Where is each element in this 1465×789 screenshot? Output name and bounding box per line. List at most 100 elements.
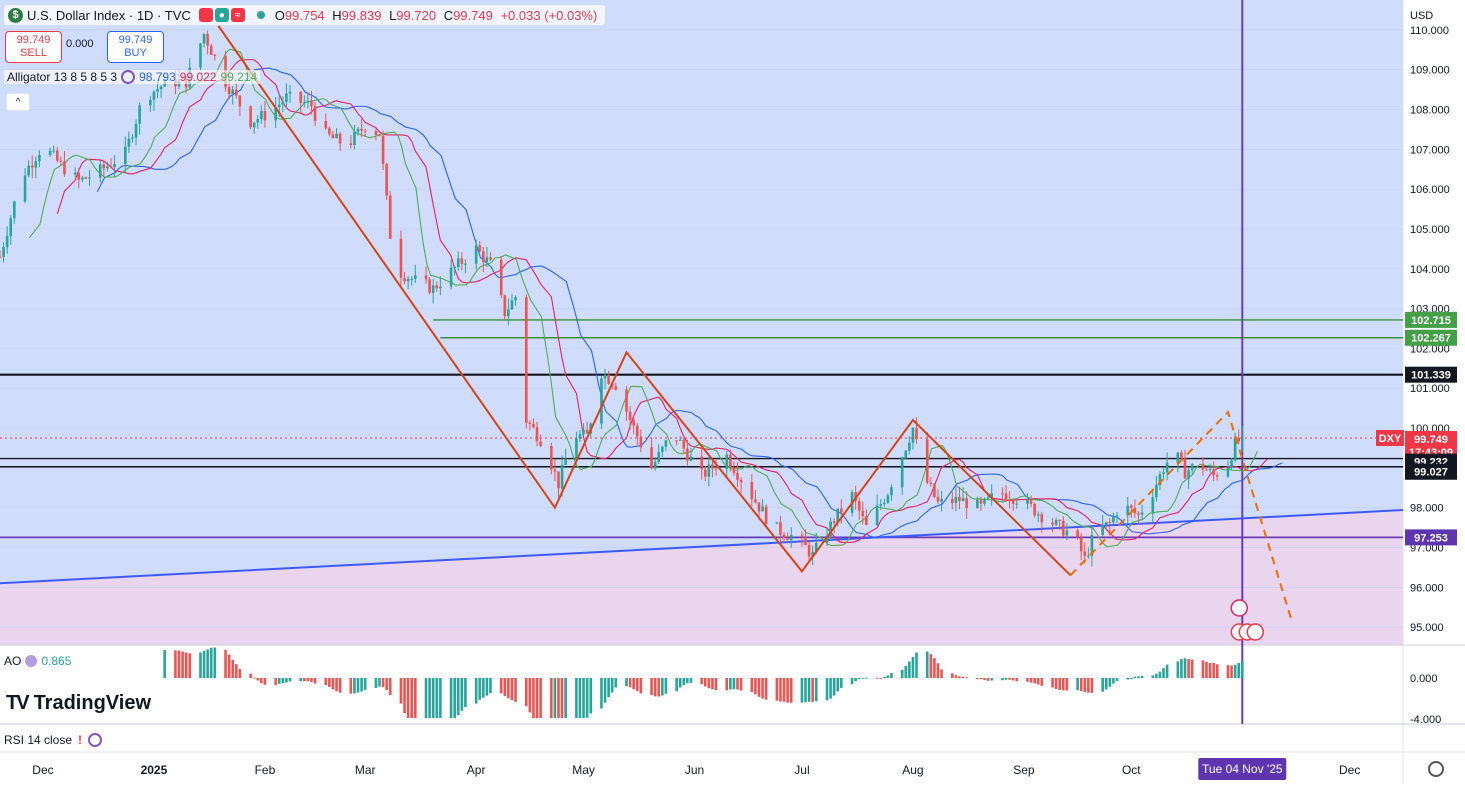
candle-body	[986, 497, 990, 499]
collapse-legend-button[interactable]: ^	[6, 93, 30, 111]
ao-histogram-bar	[936, 663, 940, 678]
candle-body	[281, 101, 285, 105]
ao-histogram-bar	[514, 678, 517, 702]
ao-histogram-bar	[252, 677, 256, 679]
indicator-settings-icon[interactable]	[121, 70, 136, 84]
candle-body	[840, 508, 843, 513]
ao-histogram-bar	[632, 678, 635, 690]
candle-body	[109, 166, 113, 168]
ao-histogram-bar	[908, 661, 911, 678]
ao-histogram-bar	[1155, 673, 1158, 678]
alert-icon[interactable]: !	[78, 733, 83, 747]
rsi-legend[interactable]: RSI 14 close !	[4, 733, 103, 747]
candle-body	[639, 436, 643, 448]
buy-button[interactable]: 99.749 BUY	[107, 31, 164, 63]
ao-histogram-bar	[288, 678, 292, 682]
ao-histogram-bar	[757, 678, 761, 697]
ao-histogram-bar	[1130, 678, 1133, 679]
ao-histogram-bar	[285, 678, 288, 683]
ao-histogram-bar	[331, 678, 335, 690]
candle-body	[1112, 515, 1115, 523]
eye-icon[interactable]: ●	[214, 8, 229, 22]
alligator-legend[interactable]: Alligator 13 8 5 8 5 3 98.793 99.022 99.…	[4, 70, 261, 84]
ao-legend[interactable]: AO 0.865	[4, 654, 71, 668]
price-axis-label-text: 102.715	[1411, 315, 1451, 327]
candle-body	[861, 510, 865, 517]
ao-histogram-bar	[578, 678, 582, 718]
candle-body	[413, 275, 417, 279]
ao-histogram-bar	[1108, 678, 1112, 687]
candle-body	[489, 257, 492, 260]
y-tick-label: 108.000	[1410, 104, 1450, 116]
candle-body	[1108, 522, 1112, 524]
ao-histogram-bar	[1004, 678, 1008, 680]
rsi-settings-icon[interactable]	[88, 733, 103, 747]
ao-histogram-bar	[1015, 678, 1019, 682]
tradingview-logo[interactable]: TV TradingView	[6, 692, 151, 715]
compare-icon[interactable]: ≈	[230, 8, 245, 22]
ao-histogram-bar	[1215, 664, 1219, 678]
symbol-legend[interactable]: $ U.S. Dollar Index · 1D · TVC ● ≈ O99.7…	[4, 5, 606, 25]
buy-price: 99.749	[118, 34, 153, 46]
candle-body	[263, 110, 267, 121]
candle-body	[335, 133, 338, 139]
ao-histogram-bar	[657, 678, 661, 697]
candle-body	[249, 106, 252, 128]
ao-histogram-bar	[754, 678, 757, 695]
ao-histogram-bar	[650, 678, 653, 696]
ao-histogram-bar	[575, 678, 578, 718]
candle-body	[789, 535, 793, 541]
ao-histogram-bar	[882, 676, 886, 678]
candle-body	[234, 89, 238, 96]
ao-histogram-bar	[1233, 664, 1237, 678]
ao-histogram-bar	[678, 678, 682, 688]
candle-body	[575, 438, 578, 459]
candle-body	[285, 93, 288, 102]
alligator-jaw-value: 98.793	[139, 70, 176, 84]
flag-icon[interactable]	[198, 8, 213, 22]
candle-body	[199, 43, 202, 68]
chart-settings-icon[interactable]	[1428, 761, 1444, 777]
x-tick-label: Aug	[902, 763, 923, 777]
currency-selector[interactable]: USD	[1406, 6, 1462, 26]
ao-histogram-bar	[328, 678, 331, 687]
candle-body	[399, 238, 403, 278]
candle-body	[958, 496, 961, 502]
candle-body	[911, 427, 915, 443]
sell-button[interactable]: 99.749 SELL	[5, 31, 62, 63]
candle-body	[582, 429, 585, 435]
candle-body	[1201, 464, 1205, 470]
ao-histogram-bar	[1104, 678, 1108, 690]
candle-body	[882, 502, 886, 505]
legend-tools[interactable]: ● ≈	[198, 8, 245, 22]
candle-body	[650, 447, 653, 469]
candle-body	[388, 195, 392, 239]
ao-settings-icon[interactable]	[25, 655, 38, 667]
candle-body	[1226, 467, 1230, 477]
candle-body	[614, 386, 618, 390]
buy-label: BUY	[124, 47, 147, 59]
ao-histogram-bar	[1001, 678, 1004, 681]
ao-histogram-bar	[761, 678, 764, 699]
sell-label: SELL	[20, 47, 47, 59]
candle-body	[324, 121, 328, 129]
below-trend-zone	[0, 510, 1403, 645]
symbol-title[interactable]: U.S. Dollar Index · 1D · TVC	[27, 7, 191, 23]
ao-histogram-bar	[435, 678, 439, 718]
price-axis-label	[1405, 366, 1457, 383]
ao-histogram-bar	[1087, 678, 1090, 693]
x-tick-label: May	[572, 763, 595, 777]
ao-histogram-bar	[954, 675, 958, 678]
projection-path-line	[1069, 410, 1294, 624]
ao-histogram-bar	[499, 678, 503, 694]
candle-body	[886, 495, 890, 503]
candle-body	[238, 95, 242, 107]
candle-body	[1140, 512, 1144, 515]
ao-histogram-bar	[535, 678, 539, 718]
ao-histogram-bar	[1101, 678, 1104, 692]
ao-histogram-bar	[940, 669, 943, 678]
candle-body	[1061, 520, 1065, 536]
ao-histogram-bar	[449, 678, 453, 718]
